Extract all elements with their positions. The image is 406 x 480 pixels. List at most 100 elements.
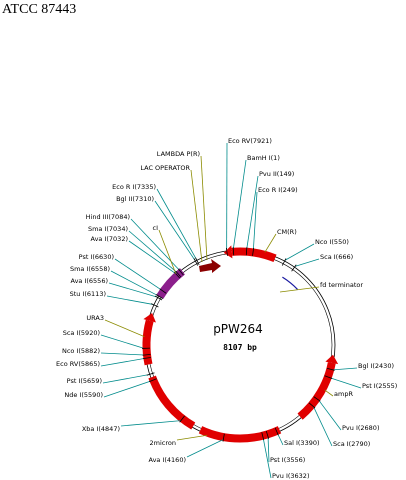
leader-line bbox=[190, 169, 203, 263]
site-label: Nde I(5590) bbox=[64, 391, 103, 399]
site-tick bbox=[148, 378, 157, 383]
site-tick bbox=[155, 294, 164, 299]
title: ATCC 87443 bbox=[2, 2, 76, 17]
site-tick bbox=[179, 415, 185, 423]
site-tick bbox=[154, 295, 163, 301]
site-label: BamH I(1) bbox=[247, 154, 280, 162]
site-label: Ava I(4160) bbox=[149, 456, 187, 464]
leader-line bbox=[277, 433, 284, 446]
site-tick bbox=[146, 372, 155, 376]
leader-line bbox=[330, 377, 362, 389]
site-tick bbox=[252, 247, 255, 256]
site-tick bbox=[274, 427, 279, 436]
feature-label: cI bbox=[153, 224, 159, 232]
site-label: Pvu II(149) bbox=[259, 170, 294, 178]
feature-label: URA3 bbox=[86, 314, 104, 322]
leader-line bbox=[313, 406, 333, 447]
site-tick bbox=[225, 247, 228, 256]
feature-arc bbox=[148, 375, 196, 430]
site-tick bbox=[195, 257, 200, 265]
site-label: Stu I(6113) bbox=[70, 290, 106, 298]
leader-line bbox=[284, 243, 315, 261]
leader-line bbox=[104, 319, 145, 338]
site-label: Ava I(6556) bbox=[71, 277, 109, 285]
site-tick bbox=[142, 357, 151, 360]
feature-arrowhead bbox=[143, 313, 156, 323]
leader-line bbox=[200, 155, 208, 261]
site-label: Ava I(7032) bbox=[91, 235, 129, 243]
site-label: Pst I(5659) bbox=[67, 377, 102, 385]
site-tick bbox=[326, 367, 335, 371]
leader-line bbox=[186, 439, 224, 458]
site-label: Sal I(3390) bbox=[284, 439, 320, 447]
leader-line bbox=[324, 389, 334, 397]
leader-line bbox=[262, 438, 272, 479]
leader-line bbox=[103, 380, 152, 398]
leader-line bbox=[156, 188, 197, 260]
leader-line bbox=[154, 200, 196, 261]
site-label: Pst I(6630) bbox=[79, 253, 114, 261]
site-tick bbox=[222, 433, 225, 442]
leader-line bbox=[294, 258, 320, 267]
site-label: Xba I(4847) bbox=[82, 425, 120, 433]
site-label: Hind III(7084) bbox=[86, 213, 130, 221]
feature-arc bbox=[142, 319, 154, 366]
leader-line bbox=[232, 159, 247, 250]
site-label: Pst I(2555) bbox=[362, 382, 397, 390]
site-label: Sca I(2790) bbox=[333, 440, 370, 448]
site-label: Sca I(666) bbox=[320, 253, 353, 261]
leader-line bbox=[102, 374, 149, 384]
leader-line bbox=[252, 191, 258, 250]
site-label: Eco RV(7921) bbox=[228, 137, 272, 145]
site-tick bbox=[245, 247, 248, 256]
site-tick bbox=[265, 430, 270, 439]
leader-line bbox=[246, 175, 259, 250]
site-tick bbox=[151, 303, 159, 308]
leader-line bbox=[128, 230, 178, 273]
site-label: Pvu I(3632) bbox=[272, 472, 309, 480]
site-tick bbox=[281, 258, 287, 266]
site-label: Pvu I(2680) bbox=[342, 424, 379, 432]
leader-line bbox=[120, 420, 181, 427]
feature-label: ampR bbox=[334, 390, 353, 398]
leader-line bbox=[100, 357, 146, 367]
leader-line bbox=[332, 367, 358, 371]
terminator-mark bbox=[282, 276, 298, 290]
site-tick bbox=[193, 258, 199, 266]
site-tick bbox=[232, 247, 235, 256]
site-label: Sma I(7034) bbox=[88, 225, 128, 233]
feature-arc bbox=[297, 361, 336, 420]
site-tick bbox=[175, 270, 182, 278]
leader-line bbox=[100, 334, 145, 349]
site-tick bbox=[159, 288, 167, 294]
leader-line bbox=[279, 286, 320, 293]
site-tick bbox=[142, 354, 151, 356]
leader-line bbox=[108, 282, 157, 298]
leader-line bbox=[100, 352, 145, 356]
site-label: Sma I(6558) bbox=[70, 265, 110, 273]
feature-label: LAC OPERATOR bbox=[140, 164, 190, 172]
leader-line bbox=[176, 434, 208, 441]
leader-line bbox=[110, 270, 158, 296]
feature-arc bbox=[198, 426, 282, 443]
site-tick bbox=[308, 402, 316, 409]
site-label: Eco R I(7335) bbox=[112, 183, 156, 191]
feature-label: LAMBDA P(R) bbox=[157, 150, 200, 158]
site-label: Nco I(5882) bbox=[62, 347, 100, 355]
site-tick bbox=[291, 264, 297, 272]
feature-arc bbox=[231, 247, 277, 263]
feature-arrowhead bbox=[223, 245, 233, 259]
feature-arrowhead bbox=[325, 354, 339, 365]
site-tick bbox=[324, 375, 333, 379]
site-label: Bgl II(7310) bbox=[116, 195, 154, 203]
leader-line bbox=[128, 240, 176, 274]
site-label: Nco I(550) bbox=[315, 238, 349, 246]
site-tick bbox=[313, 396, 321, 402]
promoter-arrow bbox=[199, 259, 221, 273]
feature-label: fd terminator bbox=[320, 281, 363, 289]
site-tick bbox=[261, 432, 265, 441]
site-label: Sca I(5920) bbox=[63, 329, 100, 337]
plasmid-name: pPW264 bbox=[213, 322, 263, 336]
